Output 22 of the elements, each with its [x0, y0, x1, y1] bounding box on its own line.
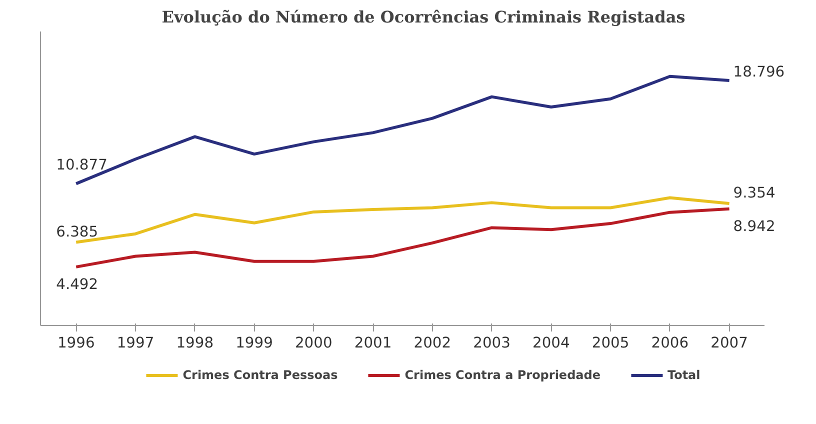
x-tick-label: 1998: [176, 334, 214, 352]
legend-label: Total: [667, 368, 700, 382]
x-tick-label: 2006: [651, 334, 689, 352]
x-tick-label: 2001: [354, 334, 392, 352]
legend-label: Crimes Contra Pessoas: [182, 368, 338, 382]
x-tick-label: 1999: [236, 334, 273, 352]
x-tick-label: 2007: [710, 334, 748, 352]
data-label: 10.877: [56, 156, 108, 174]
x-tick-label: 2002: [414, 334, 452, 352]
data-label: 8.942: [733, 218, 776, 235]
x-tick-label: 2000: [295, 334, 332, 352]
x-tick-label: 1996: [57, 334, 95, 352]
x-tick-label: 2003: [473, 334, 510, 352]
data-label: 18.796: [733, 63, 785, 80]
legend-label: Crimes Contra a Propriedade: [404, 368, 600, 382]
x-tick-label: 2005: [592, 334, 630, 352]
data-label: 9.354: [733, 184, 776, 202]
chart-title: Evolução do Número de Ocorrências Criminais Registadas: [162, 8, 686, 26]
data-label: 6.385: [56, 223, 98, 240]
x-tick-label: 2004: [532, 334, 570, 352]
x-tick-label: 1997: [116, 334, 154, 352]
data-label: 4.492: [56, 276, 98, 293]
